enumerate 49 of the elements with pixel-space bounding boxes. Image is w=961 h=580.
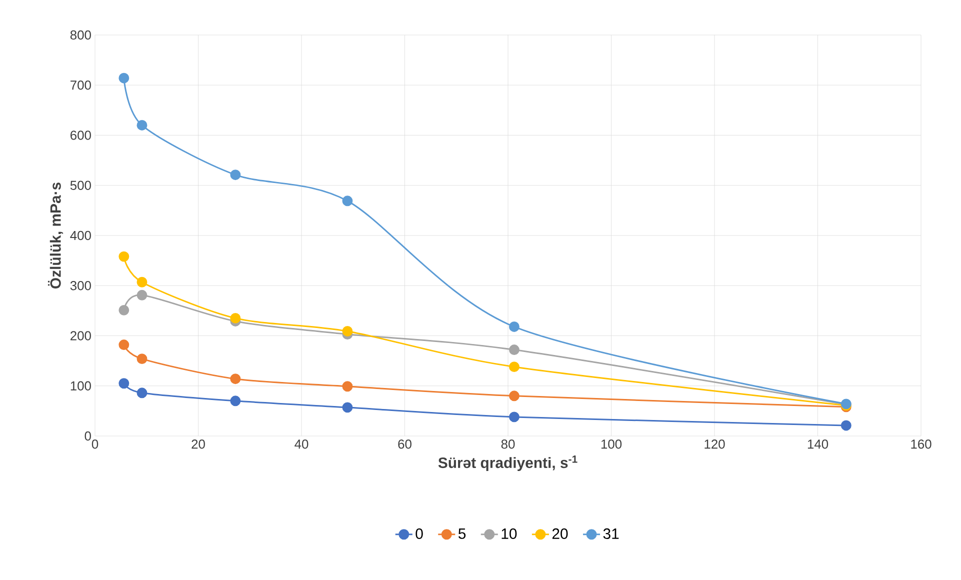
x-tick-label: 160 [911,440,932,449]
point [118,378,130,389]
legend-label: 31 [603,528,619,539]
point [508,362,520,372]
y-tick-label: 100 [70,381,91,390]
y-axis-title: Özlülük, mPa·s [48,182,64,288]
point [230,374,241,384]
point [118,251,130,262]
x-tick-label: 80 [501,440,515,449]
y-tick-label: 500 [70,180,91,190]
point [230,170,241,180]
point [136,290,148,300]
x-tick-label: 0 [92,440,98,449]
x-tick-label: 140 [808,440,828,449]
y-tick-label: 0 [84,431,91,441]
y-tick-label: 200 [70,331,91,340]
point [508,344,520,356]
point [342,402,353,413]
point [342,196,353,206]
x-tick-label: 120 [704,440,725,449]
x-tick-label: 40 [294,440,308,449]
x-tick-label: 100 [601,440,622,449]
point [136,354,148,364]
x-tick-label: 60 [398,440,412,449]
point [508,390,520,402]
x-axis-title: Sürət qradiyenti, s$^{-1}$ [438,456,578,472]
point [508,412,520,422]
point [342,381,353,392]
point [508,321,520,332]
y-tick-label: 700 [70,80,91,90]
y-tick-label: 600 [70,130,91,140]
point [136,120,148,130]
point [118,72,130,84]
point [230,312,241,324]
x-tick-label: 20 [192,440,205,449]
point [118,340,130,350]
point [342,326,353,336]
y-tick-label: 300 [70,281,91,290]
y-tick-label: 800 [70,30,91,40]
legend-label: 10 [502,528,517,539]
point [118,304,130,316]
legend-label: 5 [458,528,466,539]
legend-label: 20 [552,528,568,539]
point [136,276,148,288]
legend-label: 0 [416,528,423,539]
point [136,388,148,398]
point [840,420,852,431]
point [230,396,241,406]
y-tick-label: 400 [70,230,91,240]
